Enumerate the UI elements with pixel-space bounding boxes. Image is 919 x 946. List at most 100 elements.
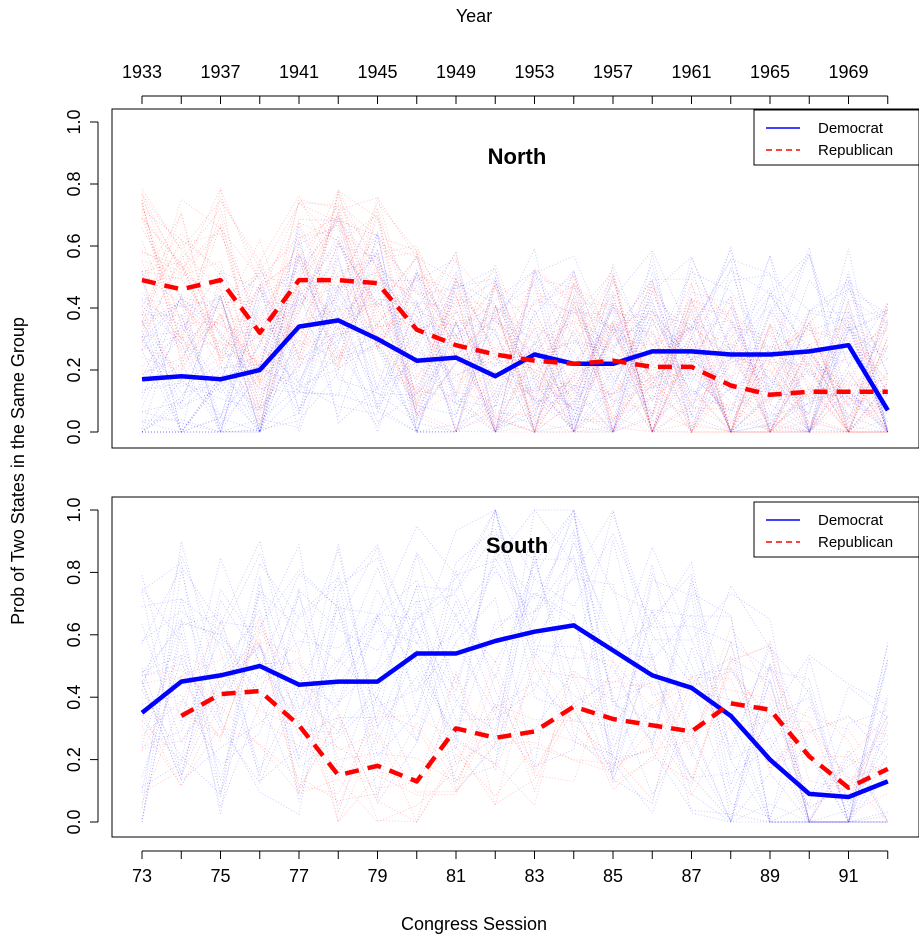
background-trace — [141, 203, 888, 433]
y-tick-label: 0.2 — [64, 747, 84, 772]
top-tick-label: 1945 — [357, 62, 397, 82]
background-trace — [141, 186, 888, 418]
y-tick-label: 0.2 — [64, 357, 84, 382]
legend-label: Republican — [818, 534, 893, 551]
y-tick-label: 0.4 — [64, 295, 84, 320]
bottom-tick-label: 85 — [603, 866, 623, 886]
background-trace-layer — [141, 186, 889, 824]
background-trace — [141, 529, 888, 823]
background-trace — [141, 540, 889, 823]
background-trace — [141, 189, 889, 433]
background-trace — [141, 188, 889, 434]
background-trace — [141, 241, 889, 434]
background-trace — [141, 618, 889, 807]
bottom-tick-label: 89 — [760, 866, 780, 886]
background-trace — [141, 202, 889, 434]
background-trace — [141, 287, 888, 433]
top-tick-label: 1969 — [828, 62, 868, 82]
y-tick-label: 0.0 — [64, 809, 84, 834]
background-trace — [142, 274, 889, 434]
background-trace — [141, 231, 889, 434]
background-trace — [141, 263, 889, 433]
top-axis-label: Year — [456, 6, 492, 26]
background-trace — [141, 256, 888, 433]
y-tick-label: 0.4 — [64, 685, 84, 710]
background-trace — [141, 546, 888, 823]
panel-title: South — [486, 533, 548, 558]
background-trace — [141, 269, 889, 433]
background-trace — [141, 541, 889, 824]
background-trace — [141, 556, 888, 823]
background-trace — [141, 248, 889, 434]
background-trace — [141, 248, 888, 433]
background-trace — [141, 245, 889, 434]
background-trace — [141, 513, 889, 824]
main-chart-layer: 0.0 0.2 0.4 0.6 0.8 1.0 North Democrat Republica… — [64, 62, 919, 886]
y-tick-label: 0.6 — [64, 622, 84, 647]
background-trace — [141, 199, 889, 397]
background-trace — [141, 508, 889, 823]
y-tick-label: 0.0 — [64, 419, 84, 444]
legend-label: Democrat — [818, 512, 884, 529]
bottom-tick-label: 91 — [838, 866, 858, 886]
background-trace — [141, 191, 889, 433]
background-trace — [141, 190, 889, 433]
background-trace — [141, 232, 889, 433]
background-trace — [141, 231, 889, 429]
top-tick-label: 1937 — [200, 62, 240, 82]
background-trace — [141, 533, 888, 823]
background-trace — [141, 550, 889, 823]
background-trace — [141, 206, 889, 433]
background-trace — [141, 541, 889, 823]
background-trace — [141, 625, 888, 822]
background-trace — [141, 217, 888, 433]
background-trace — [141, 255, 889, 433]
top-tick-label: 1941 — [279, 62, 319, 82]
y-tick-label: 0.6 — [64, 233, 84, 258]
legend-label: Democrat — [818, 120, 884, 137]
background-trace — [141, 286, 889, 434]
background-trace — [141, 508, 888, 795]
background-trace — [141, 187, 888, 433]
background-trace — [141, 193, 888, 433]
background-trace — [141, 291, 888, 433]
background-trace — [141, 258, 889, 434]
background-trace — [141, 209, 889, 433]
top-tick-label: 1957 — [593, 62, 633, 82]
background-trace — [141, 240, 888, 433]
background-trace — [142, 270, 889, 433]
bottom-tick-label: 79 — [367, 866, 387, 886]
series-line-democrat — [141, 318, 890, 412]
background-trace — [141, 270, 889, 434]
legend-box — [753, 501, 919, 558]
background-trace — [141, 614, 889, 823]
plot-frame — [111, 108, 919, 449]
top-tick-label: 1949 — [436, 62, 476, 82]
background-trace — [141, 209, 889, 434]
background-trace — [141, 234, 889, 434]
background-trace — [141, 554, 889, 823]
bottom-tick-label: 73 — [132, 866, 152, 886]
background-trace — [141, 654, 888, 807]
background-trace — [141, 210, 888, 434]
background-trace — [141, 598, 889, 823]
background-trace — [141, 245, 889, 433]
background-trace — [141, 570, 889, 823]
background-trace — [141, 509, 889, 823]
background-trace — [141, 203, 889, 434]
background-trace — [141, 509, 888, 823]
bottom-tick-label: 77 — [289, 866, 309, 886]
legend-box — [753, 109, 919, 166]
background-trace — [141, 280, 889, 434]
background-trace — [141, 532, 889, 808]
legend-label: Republican — [818, 142, 893, 159]
background-trace — [141, 224, 889, 433]
y-tick-label: 1.0 — [64, 109, 84, 134]
top-tick-label: 1965 — [750, 62, 790, 82]
top-tick-label: 1953 — [514, 62, 554, 82]
y-tick-label: 0.8 — [64, 171, 84, 196]
background-trace — [141, 208, 889, 433]
background-trace — [141, 198, 889, 434]
background-trace — [141, 554, 888, 823]
bottom-tick-label: 81 — [446, 866, 466, 886]
